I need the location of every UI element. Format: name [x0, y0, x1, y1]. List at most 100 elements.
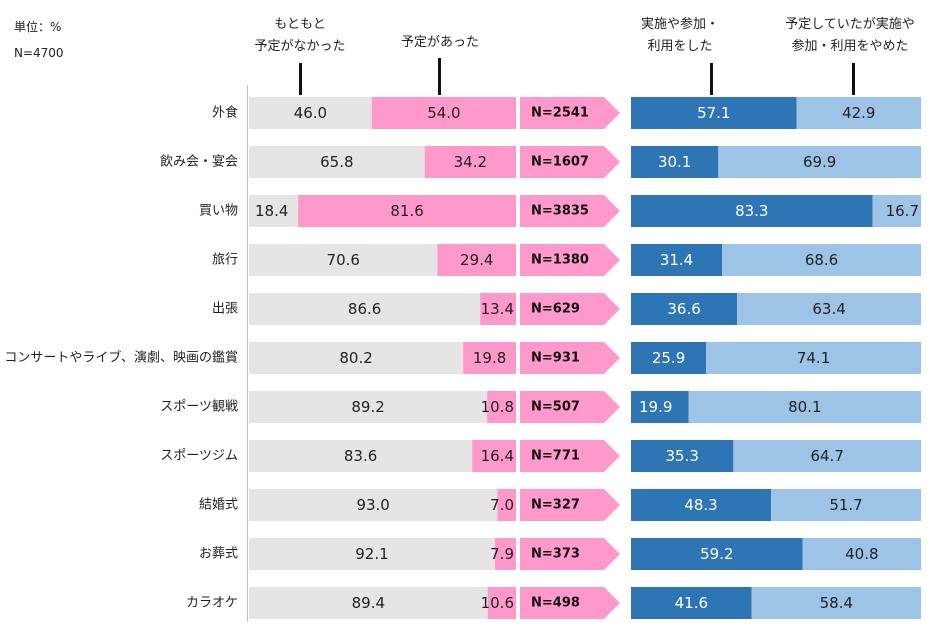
bar-stopped — [722, 244, 921, 276]
bar-stopped — [796, 97, 921, 129]
bar-did — [631, 195, 873, 227]
n-arrow — [520, 587, 620, 619]
n-label: N=507 — [531, 400, 580, 415]
bar-did — [631, 97, 797, 129]
label-stopped: 51.7 — [829, 496, 862, 514]
label-had-plan: 7.0 — [490, 496, 514, 514]
n-label: N=629 — [531, 302, 580, 317]
label-had-plan: 34.2 — [454, 153, 487, 171]
category-label: お葬式 — [199, 547, 238, 562]
bar-had-plan — [480, 293, 516, 325]
label-did: 25.9 — [652, 349, 685, 367]
legend-did: 実施や参加・ 利用をした — [620, 14, 740, 58]
category-label: 結婚式 — [199, 498, 238, 513]
bar-stopped — [706, 342, 921, 374]
legend-did-line2: 利用をした — [647, 39, 713, 54]
label-originally-none: 93.0 — [356, 496, 389, 514]
n-arrow — [520, 342, 620, 374]
bar-stopped — [688, 391, 921, 423]
label-had-plan: 16.4 — [481, 447, 514, 465]
n-label: N=327 — [531, 498, 580, 513]
bar-originally-none — [249, 293, 481, 325]
bar-originally-none — [249, 440, 473, 472]
n-arrow — [520, 146, 620, 178]
legend-originally-none-line2: 予定がなかった — [254, 39, 346, 54]
category-label: スポーツ観戦 — [160, 400, 238, 415]
bar-had-plan — [487, 391, 516, 423]
label-stopped: 74.1 — [797, 349, 830, 367]
bar-had-plan — [472, 440, 516, 472]
bar-originally-none — [249, 195, 299, 227]
bar-stopped — [737, 293, 921, 325]
category-label: スポーツジム — [160, 449, 238, 464]
bar-originally-none — [249, 146, 425, 178]
n-label: N=931 — [531, 351, 580, 366]
category-label: 出張 — [212, 302, 238, 317]
bar-did — [631, 146, 719, 178]
category-label: 旅行 — [212, 253, 238, 268]
bar-stopped — [751, 587, 921, 619]
label-stopped: 69.9 — [803, 153, 836, 171]
n-arrow — [520, 195, 620, 227]
category-label: カラオケ — [186, 596, 238, 611]
label-did: 35.3 — [665, 447, 698, 465]
label-did: 57.1 — [697, 104, 730, 122]
n-arrow — [520, 293, 620, 325]
label-had-plan: 10.6 — [481, 594, 514, 612]
bar-originally-none — [249, 244, 438, 276]
bar-originally-none — [249, 538, 495, 570]
legend-stopped-line2: 参加・利用をやめた — [791, 39, 909, 54]
label-originally-none: 83.6 — [344, 447, 377, 465]
label-originally-none: 89.2 — [351, 398, 384, 416]
label-originally-none: 46.0 — [294, 104, 327, 122]
bar-stopped — [718, 146, 921, 178]
label-stopped: 58.4 — [820, 594, 853, 612]
bar-originally-none — [249, 489, 498, 521]
label-had-plan: 19.8 — [473, 349, 506, 367]
unit-label: 単位：% — [14, 20, 62, 34]
bar-did — [631, 489, 772, 521]
n-arrow — [520, 97, 620, 129]
bar-did — [631, 391, 689, 423]
label-did: 19.9 — [639, 398, 672, 416]
n-arrow — [520, 391, 620, 423]
label-originally-none: 86.6 — [348, 300, 381, 318]
label-did: 83.3 — [735, 202, 768, 220]
n-arrow — [520, 489, 620, 521]
bar-did — [631, 538, 803, 570]
bar-originally-none — [249, 587, 488, 619]
legend-stopped: 予定していたが実施や 参加・利用をやめた — [770, 14, 930, 58]
label-did: 48.3 — [684, 496, 717, 514]
n-label: N=498 — [531, 596, 580, 611]
bar-did — [631, 587, 752, 619]
n-arrow — [520, 244, 620, 276]
n-label: N=2541 — [531, 106, 589, 121]
bar-did — [631, 342, 707, 374]
label-stopped: 42.9 — [842, 104, 875, 122]
n-label: N=1380 — [531, 253, 589, 268]
label-had-plan: 13.4 — [481, 300, 514, 318]
bar-had-plan — [494, 538, 516, 570]
bar-had-plan — [497, 489, 516, 521]
label-had-plan: 54.0 — [427, 104, 460, 122]
bar-did — [631, 244, 723, 276]
label-stopped: 16.7 — [886, 202, 919, 220]
n-arrow — [520, 440, 620, 472]
label-had-plan: 7.9 — [490, 545, 514, 563]
label-had-plan: 81.6 — [390, 202, 423, 220]
bar-had-plan — [371, 97, 516, 129]
bar-originally-none — [249, 342, 464, 374]
n-label: N=771 — [531, 449, 580, 464]
label-originally-none: 18.4 — [255, 202, 288, 220]
bar-had-plan — [487, 587, 516, 619]
label-stopped: 63.4 — [812, 300, 845, 318]
label-originally-none: 70.6 — [327, 251, 360, 269]
bar-stopped — [771, 489, 921, 521]
label-did: 31.4 — [660, 251, 693, 269]
n-label: N=373 — [531, 547, 580, 562]
bar-stopped — [733, 440, 921, 472]
legend-originally-none-line1: もともと — [274, 17, 326, 32]
category-label: コンサートやライブ、演劇、映画の鑑賞 — [4, 350, 238, 366]
label-originally-none: 65.8 — [320, 153, 353, 171]
